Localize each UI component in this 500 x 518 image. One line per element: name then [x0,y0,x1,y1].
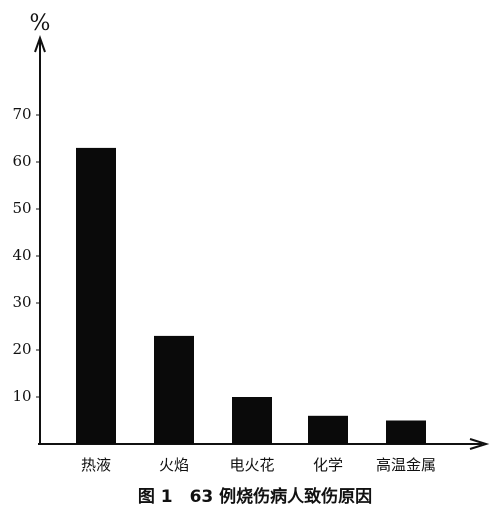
bar [76,147,116,444]
y-axis-label: % [30,11,51,36]
y-axis-arrow [34,35,46,53]
y-tick-label: 60 [12,152,31,170]
bar [232,397,272,444]
y-tick-label: 10 [12,387,31,405]
y-tick-label: 30 [12,293,31,311]
y-tick-label: 70 [12,105,31,123]
bar [154,335,194,444]
x-tick-label: 高温金属 [376,456,436,474]
x-tick-label: 化学 [313,456,343,474]
bar [308,415,348,444]
x-tick-label: 电火花 [229,456,274,474]
x-tick-label: 火焰 [159,456,189,474]
y-tick-label: 20 [12,340,31,358]
chart-title: 图 1 63 例烧伤病人致伤原因 [138,486,372,507]
x-axis-arrow [469,438,490,450]
y-tick-label: 40 [12,246,31,264]
y-tick-label: 50 [12,199,31,217]
x-tick-label: 热液 [81,456,111,474]
bar [386,420,426,444]
